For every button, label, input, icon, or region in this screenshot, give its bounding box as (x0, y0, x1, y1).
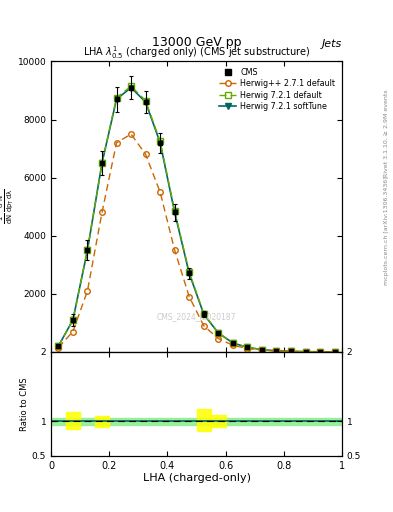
Bar (95, 416, 109, 426)
Bar (196, 409, 211, 432)
Title: LHA $\lambda^1_{0.5}$ (charged only) (CMS jet substructure): LHA $\lambda^1_{0.5}$ (charged only) (CM… (83, 44, 310, 61)
Bar (51, 418, 342, 424)
Bar (66, 412, 80, 430)
Bar (211, 415, 226, 428)
Text: 13000 GeV pp: 13000 GeV pp (152, 36, 241, 49)
Text: CMS_2024_I2020187: CMS_2024_I2020187 (157, 312, 236, 322)
Legend: CMS, Herwig++ 2.7.1 default, Herwig 7.2.1 default, Herwig 7.2.1 softTune: CMS, Herwig++ 2.7.1 default, Herwig 7.2.… (216, 66, 338, 114)
X-axis label: LHA (charged-only): LHA (charged-only) (143, 473, 250, 483)
Y-axis label: Ratio to CMS: Ratio to CMS (20, 377, 29, 431)
Y-axis label: $\mathregular{\frac{1}{\mathrm{d}N}\,\frac{\mathrm{d}^2N}{\mathrm{d}p_T\,\mathrm: $\mathregular{\frac{1}{\mathrm{d}N}\,\fr… (0, 189, 16, 224)
Text: Rivet 3.1.10, ≥ 2.9M events: Rivet 3.1.10, ≥ 2.9M events (384, 89, 389, 177)
Text: mcplots.cern.ch [arXiv:1306.3436]: mcplots.cern.ch [arXiv:1306.3436] (384, 176, 389, 285)
Text: Jets: Jets (321, 38, 342, 49)
